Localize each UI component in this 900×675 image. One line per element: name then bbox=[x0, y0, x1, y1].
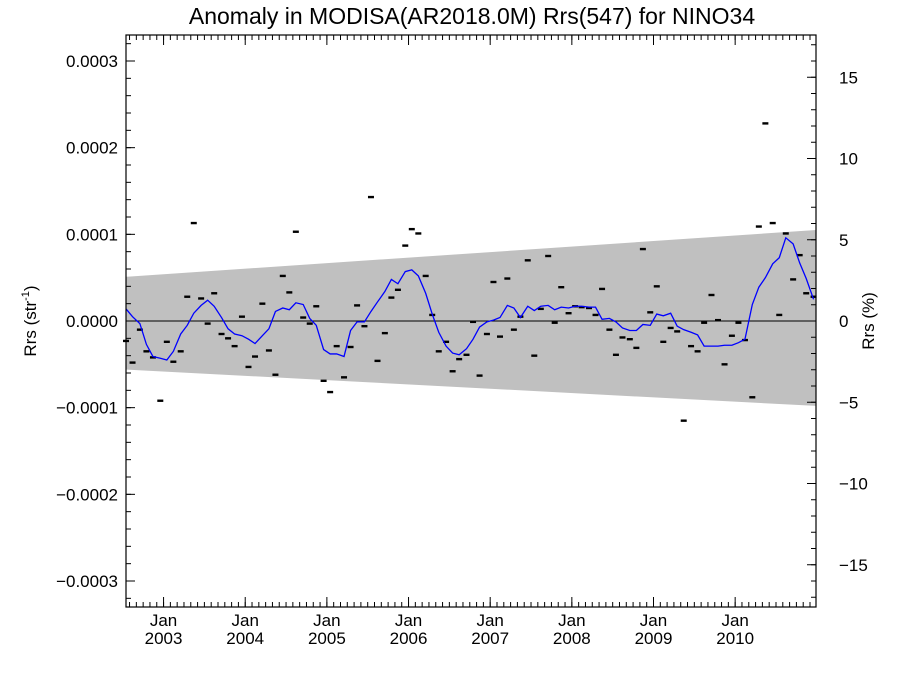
left-tick-label: 0.0002 bbox=[66, 139, 118, 158]
left-axis-label-close: ) bbox=[21, 285, 40, 291]
x-tick-year: 2010 bbox=[716, 629, 754, 648]
x-tick-year: 2004 bbox=[226, 629, 264, 648]
monthly-anomaly-points bbox=[123, 122, 817, 422]
x-tick-month: Jan bbox=[640, 611, 667, 630]
left-tick-label: 0.0000 bbox=[66, 312, 118, 331]
x-tick-year: 2007 bbox=[471, 629, 509, 648]
left-tick-label: 0.0003 bbox=[66, 52, 118, 71]
x-tick-month: Jan bbox=[150, 611, 177, 630]
right-tick-label: 15 bbox=[839, 68, 858, 87]
plot-area bbox=[123, 34, 817, 608]
left-tick-label: −0.0001 bbox=[56, 399, 118, 418]
x-tick-month: Jan bbox=[232, 611, 259, 630]
x-tick-month: Jan bbox=[721, 611, 748, 630]
chart-title: Anomaly in MODISA(AR2018.0M) Rrs(547) fo… bbox=[189, 3, 755, 29]
x-tick-year: 2005 bbox=[308, 629, 346, 648]
x-tick-month: Jan bbox=[395, 611, 422, 630]
x-tick-month: Jan bbox=[313, 611, 340, 630]
x-axis: Jan2003Jan2004Jan2005Jan2006Jan2007Jan20… bbox=[129, 35, 811, 648]
right-tick-label: −10 bbox=[839, 475, 868, 494]
x-tick-year: 2008 bbox=[553, 629, 591, 648]
right-tick-label: −5 bbox=[839, 393, 858, 412]
x-tick-month: Jan bbox=[558, 611, 585, 630]
x-tick-year: 2006 bbox=[390, 629, 428, 648]
smoothed-anomaly-line bbox=[125, 236, 815, 361]
right-tick-label: −15 bbox=[839, 556, 868, 575]
left-tick-label: 0.0001 bbox=[66, 225, 118, 244]
left-axis-label: Rrs (str-1) bbox=[20, 285, 40, 356]
x-tick-month: Jan bbox=[476, 611, 503, 630]
x-tick-year: 2003 bbox=[145, 629, 183, 648]
left-axis-label-sup: -1 bbox=[20, 291, 32, 301]
right-tick-label: 10 bbox=[839, 150, 858, 169]
left-axis-label-base: Rrs (str bbox=[21, 301, 40, 357]
uncertainty-band bbox=[126, 230, 816, 406]
right-axis-label: Rrs (%) bbox=[859, 292, 878, 350]
right-axis: 15 10 5 0 −5 −10 −15 bbox=[807, 44, 868, 598]
left-tick-label: −0.0002 bbox=[56, 485, 118, 504]
right-tick-label: 0 bbox=[839, 312, 848, 331]
x-tick-year: 2009 bbox=[635, 629, 673, 648]
left-axis: 0.0003 0.0002 0.0001 0.0000 −0.0001 −0.0002 −0… bbox=[56, 43, 135, 599]
right-tick-label: 5 bbox=[839, 231, 848, 250]
left-tick-label: −0.0003 bbox=[56, 572, 118, 591]
